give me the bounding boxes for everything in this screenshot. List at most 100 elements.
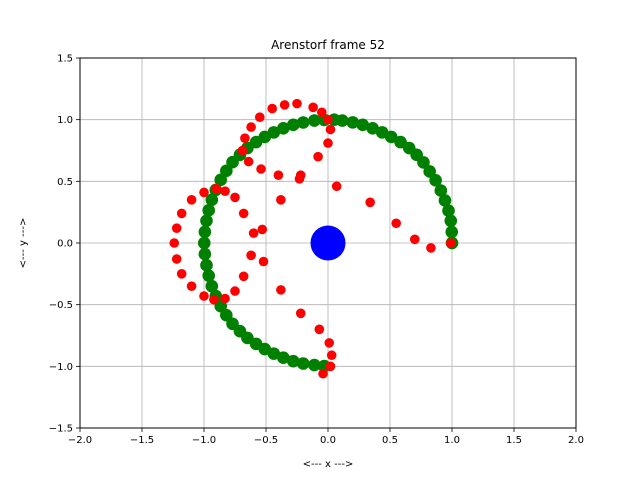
y-tick-label: 0.0 xyxy=(57,239,73,250)
green-point xyxy=(200,214,213,228)
red-point xyxy=(209,294,219,305)
red-point xyxy=(246,250,256,261)
green-point xyxy=(356,118,370,132)
chart-title: Arenstorf frame 52 xyxy=(271,38,385,52)
y-tick-label: 1.0 xyxy=(57,115,73,126)
green-point xyxy=(277,351,290,365)
green-point xyxy=(394,135,407,149)
red-point xyxy=(169,238,180,248)
green-point xyxy=(202,204,216,217)
green-point xyxy=(346,116,360,129)
green-point xyxy=(434,184,448,197)
green-point xyxy=(308,114,321,127)
green-point xyxy=(277,122,290,135)
green-point xyxy=(429,174,442,187)
y-tick-label: 1.5 xyxy=(57,54,73,65)
x-tick-label: −2.0 xyxy=(68,435,92,446)
green-point xyxy=(205,193,219,207)
red-point xyxy=(365,197,375,208)
red-point xyxy=(246,122,256,132)
red-point xyxy=(220,293,230,304)
green-point xyxy=(200,258,213,272)
red-point xyxy=(267,103,278,114)
green-point xyxy=(366,122,379,135)
x-tick-label: 1.5 xyxy=(506,435,522,446)
red-point xyxy=(292,98,302,109)
red-point xyxy=(279,100,290,110)
x-tick-label: −1.0 xyxy=(192,435,216,446)
red-point xyxy=(186,195,197,205)
red-point xyxy=(323,138,333,148)
y-axis-title: <--- y ---> xyxy=(18,218,29,269)
red-point xyxy=(317,107,327,118)
blue-body xyxy=(310,225,346,261)
green-point xyxy=(375,126,389,139)
red-point xyxy=(240,133,250,143)
red-point xyxy=(199,291,209,301)
red-point xyxy=(237,145,248,156)
red-point xyxy=(426,243,436,253)
x-axis-title: <--- x ---> xyxy=(303,459,354,470)
red-point xyxy=(331,181,342,192)
red-point xyxy=(295,170,306,180)
red-point xyxy=(308,102,318,113)
green-point xyxy=(202,269,216,282)
red-point xyxy=(258,256,269,267)
red-point xyxy=(254,112,265,122)
red-point xyxy=(276,195,286,205)
x-tick-label: 0.0 xyxy=(320,435,336,446)
red-point xyxy=(186,281,197,291)
x-tick-label: 1.0 xyxy=(444,435,460,446)
green-point xyxy=(198,247,212,261)
red-point xyxy=(199,187,209,198)
y-tick-label: −0.5 xyxy=(49,300,73,311)
red-point xyxy=(171,254,182,264)
red-point xyxy=(295,308,306,319)
red-point xyxy=(324,338,335,348)
green-point xyxy=(198,225,212,239)
red-point xyxy=(238,271,249,282)
red-point xyxy=(220,186,230,196)
red-point xyxy=(314,324,325,335)
red-point xyxy=(325,361,336,372)
red-point xyxy=(243,156,254,167)
green-point xyxy=(214,173,228,187)
red-point xyxy=(410,234,420,245)
green-point xyxy=(286,354,300,368)
axis-ticks: −2.0 −1.5 −1.0 −0.5 0.0 0.5 1.0 1.5 2.0−1.5−1.0−… xyxy=(49,54,584,447)
red-point xyxy=(230,192,240,203)
red-point xyxy=(256,164,266,174)
red-point xyxy=(325,124,336,135)
green-point xyxy=(220,164,233,178)
red-point xyxy=(323,114,333,125)
green-point xyxy=(423,165,436,178)
green-point xyxy=(296,357,310,370)
red-point xyxy=(230,286,240,296)
red-point xyxy=(313,151,323,162)
green-point xyxy=(308,358,321,372)
y-tick-label: −1.5 xyxy=(49,424,73,435)
green-point xyxy=(442,204,455,217)
data-marks xyxy=(169,98,459,379)
green-point xyxy=(438,194,452,207)
green-point xyxy=(296,116,310,129)
red-point xyxy=(273,170,284,180)
red-point xyxy=(248,228,259,238)
green-point xyxy=(197,236,211,250)
x-tick-label: 2.0 xyxy=(568,435,584,446)
red-point xyxy=(238,208,249,219)
green-point xyxy=(286,118,300,132)
x-tick-label: −0.5 xyxy=(254,435,278,446)
x-tick-label: −1.5 xyxy=(130,435,154,446)
red-point xyxy=(445,238,456,248)
y-tick-label: 0.5 xyxy=(57,177,73,188)
red-point xyxy=(326,350,337,361)
y-tick-label: −1.0 xyxy=(49,362,73,373)
red-point xyxy=(171,223,182,233)
red-point xyxy=(257,224,268,235)
green-point xyxy=(445,225,459,239)
red-point xyxy=(318,368,328,379)
green-point xyxy=(444,214,458,228)
